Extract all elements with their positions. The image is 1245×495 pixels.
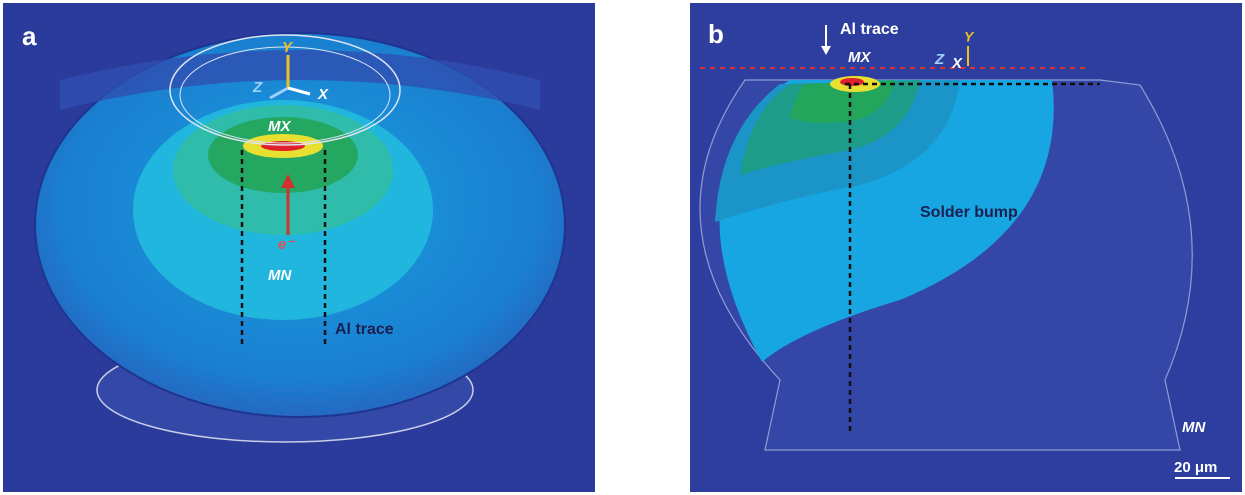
figure: a Y Z X MX e⁻ MN Al trace b Al trace MX … xyxy=(0,0,1245,495)
panel-label: b xyxy=(708,19,724,49)
axis-label: Z xyxy=(252,79,263,96)
electron-label: e⁻ xyxy=(278,236,296,253)
scale-label: 20 μm xyxy=(1174,459,1217,476)
panel-label: a xyxy=(22,21,37,51)
panel-b: b Al trace MX Z X Y Solder bump MN 20 μm xyxy=(690,3,1242,492)
max-label: MX xyxy=(848,49,871,66)
trace-label: Al trace xyxy=(840,21,899,38)
max-label: MX xyxy=(268,118,291,135)
bump-label: Solder bump xyxy=(920,204,1018,221)
page: a Y Z X MX e⁻ MN Al trace b Al trace MX … xyxy=(0,0,1245,495)
axis-label: X xyxy=(951,55,963,72)
axis-label: Z xyxy=(934,51,945,68)
min-label: MN xyxy=(1182,419,1206,436)
axis-label: X xyxy=(317,86,329,103)
panel-a: a Y Z X MX e⁻ MN Al trace xyxy=(3,3,595,492)
min-label: MN xyxy=(268,267,292,284)
trace-label: Al trace xyxy=(335,321,394,338)
contour-red xyxy=(840,78,864,86)
